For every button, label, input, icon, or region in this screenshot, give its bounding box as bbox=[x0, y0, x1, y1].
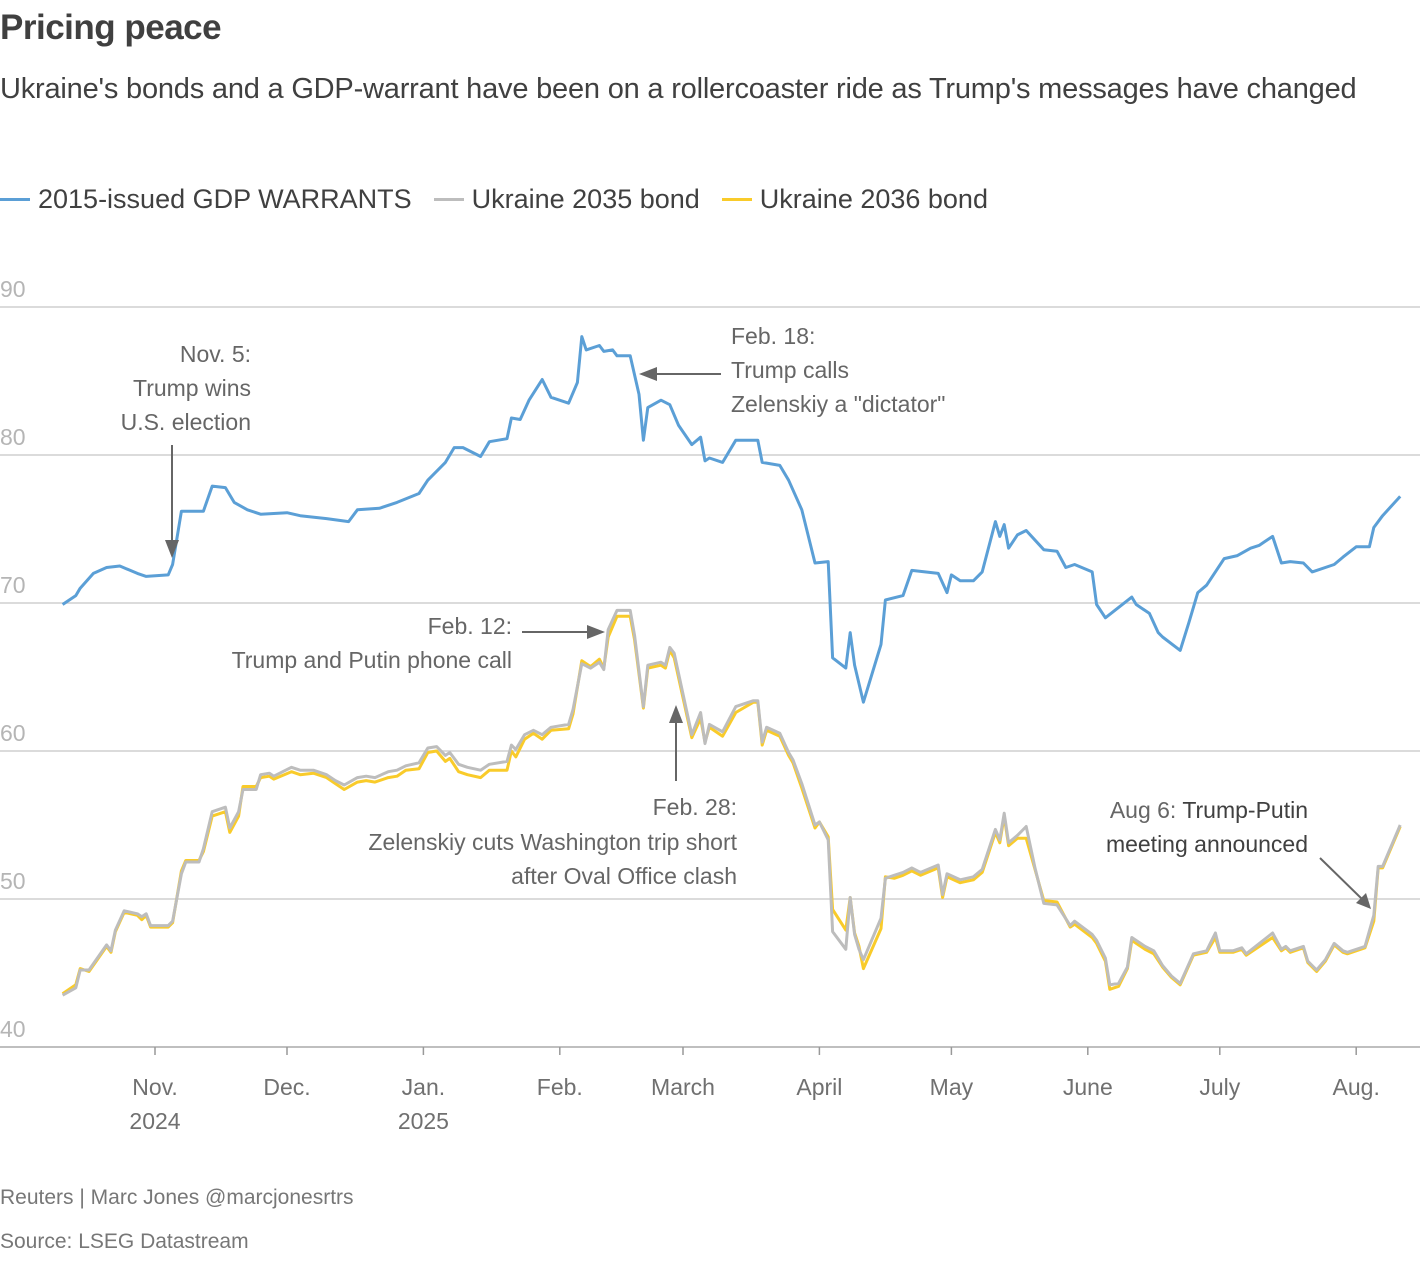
annotation-feb28-text: Zelenskiy cuts Washington trip short bbox=[368, 829, 737, 855]
arrowhead-icon bbox=[165, 540, 179, 558]
x-tick-label: Aug. bbox=[1333, 1074, 1380, 1100]
series-line-2015-issued-gdp-warrants bbox=[61, 335, 1402, 704]
y-tick-label: 50 bbox=[0, 868, 26, 894]
x-tick-label: June bbox=[1063, 1074, 1113, 1100]
annotation-feb18-text: Trump calls bbox=[731, 357, 849, 383]
chart-subtitle: Ukraine's bonds and a GDP-warrant have b… bbox=[0, 73, 1357, 105]
legend-label: Ukraine 2036 bond bbox=[759, 184, 988, 214]
x-tick-label: July bbox=[1199, 1074, 1240, 1100]
y-tick-label: 40 bbox=[0, 1016, 26, 1042]
annotation-feb18-date: Feb. 18: bbox=[731, 323, 815, 349]
annotation-feb18-text: Zelenskiy a "dictator" bbox=[731, 391, 945, 417]
annotation-aug6-date: Aug 6: bbox=[1110, 797, 1177, 823]
x-tick-label: Feb. bbox=[537, 1074, 583, 1100]
credit-line: Reuters | Marc Jones @marcjonesrtrs bbox=[0, 1186, 354, 1209]
x-tick-label: May bbox=[930, 1074, 974, 1100]
annotation-feb28-date: Feb. 28: bbox=[653, 794, 737, 820]
x-tick-label: Nov. bbox=[132, 1074, 178, 1100]
annotation-aug6-text: meeting announced bbox=[1106, 831, 1308, 857]
annotations: Nov. 5: Trump wins U.S. election Feb. 18… bbox=[121, 323, 1371, 909]
legend-item-2035-bond: Ukraine 2035 bond bbox=[433, 184, 700, 215]
annotation-arrow-aug6 bbox=[1319, 857, 1364, 901]
annotation-feb12-text: Trump and Putin phone call bbox=[232, 647, 512, 673]
x-tick-label: April bbox=[796, 1074, 842, 1100]
legend-swatch-gray bbox=[433, 198, 464, 201]
x-tick-label: Dec. bbox=[263, 1074, 310, 1100]
legend-swatch-yellow bbox=[721, 198, 752, 201]
annotation-nov5-text: U.S. election bbox=[121, 409, 251, 435]
x-tick-year-label: 2024 bbox=[129, 1108, 180, 1134]
legend-item-2036-bond: Ukraine 2036 bond bbox=[721, 184, 988, 215]
annotation-feb12-date: Feb. 12: bbox=[428, 613, 512, 639]
y-tick-label: 90 bbox=[0, 276, 26, 302]
y-tick-label: 80 bbox=[0, 424, 26, 450]
legend: 2015-issued GDP WARRANTS Ukraine 2035 bo… bbox=[0, 184, 988, 215]
arrowhead-icon bbox=[1356, 893, 1371, 909]
legend-label: 2015-issued GDP WARRANTS bbox=[38, 184, 412, 214]
x-tick-year-label: 2025 bbox=[398, 1108, 449, 1134]
x-tick-label: March bbox=[651, 1074, 715, 1100]
annotation-feb28-text: after Oval Office clash bbox=[511, 863, 737, 889]
x-tick-label: Jan. bbox=[402, 1074, 445, 1100]
annotation-nov5-text: Trump wins bbox=[133, 375, 251, 401]
arrowhead-icon bbox=[669, 705, 683, 723]
footer: Reuters | Marc Jones @marcjonesrtrs Sour… bbox=[0, 1176, 354, 1264]
annotation-nov5-date: Nov. 5: bbox=[180, 341, 251, 367]
source-line: Source: LSEG Datastream bbox=[0, 1230, 249, 1253]
legend-item-gdp-warrants: 2015-issued GDP WARRANTS bbox=[0, 184, 412, 215]
y-tick-label: 70 bbox=[0, 572, 26, 598]
y-tick-label: 60 bbox=[0, 720, 26, 746]
chart-title: Pricing peace bbox=[0, 8, 222, 47]
arrowhead-icon bbox=[587, 625, 605, 639]
legend-label: Ukraine 2035 bond bbox=[471, 184, 700, 214]
arrowhead-icon bbox=[639, 367, 657, 381]
annotation-aug6: Aug 6: Trump-Putin bbox=[1110, 797, 1308, 823]
annotation-aug6-text: Trump-Putin bbox=[1182, 797, 1308, 823]
series-line-ukraine-2035-bond bbox=[61, 608, 1402, 997]
legend-swatch-blue bbox=[0, 198, 30, 201]
